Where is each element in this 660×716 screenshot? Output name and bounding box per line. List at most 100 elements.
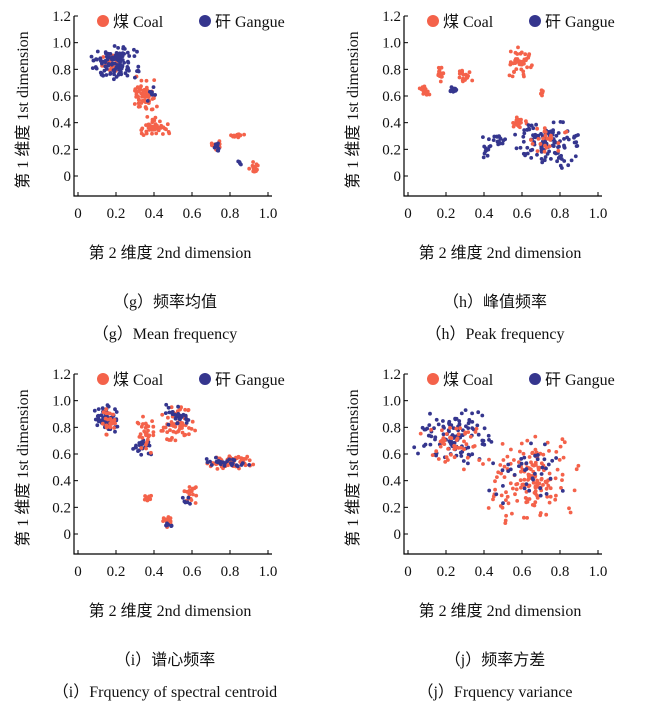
coal-point	[179, 405, 184, 410]
coal-point	[144, 431, 149, 436]
coal-point	[139, 128, 144, 133]
gangue-point	[531, 126, 536, 131]
coal-point	[504, 513, 508, 518]
gangue-point	[426, 433, 431, 438]
coal-point	[155, 104, 159, 109]
gangue-point	[104, 54, 109, 59]
gangue-point	[204, 457, 209, 461]
coal-point	[136, 101, 141, 106]
gangue-point	[539, 472, 544, 476]
coal-point	[491, 497, 495, 502]
coal-point	[530, 451, 535, 456]
gangue-point	[525, 127, 530, 132]
coal-point	[523, 52, 528, 57]
coal-point	[541, 452, 546, 457]
caption-en-h: （h）Peak frequency	[425, 326, 565, 343]
gangue-point	[428, 442, 433, 447]
coal-point	[429, 427, 433, 432]
gangue-point	[457, 419, 462, 423]
coal-point	[519, 67, 524, 72]
coal-point	[113, 421, 117, 426]
coal-point	[502, 475, 507, 479]
coal-point	[150, 120, 155, 125]
coal-point	[158, 119, 162, 124]
coal-point	[103, 416, 108, 421]
legend: 煤 Coal 矸 Gangue	[427, 13, 615, 31]
gangue-point	[441, 432, 446, 437]
gangue-point	[522, 486, 527, 491]
y-tick-label: 1.0	[52, 36, 71, 52]
coal-point	[455, 436, 460, 441]
coal-point	[186, 408, 191, 412]
x-tick-label: 0.4	[475, 564, 494, 580]
coal-point	[138, 432, 143, 437]
gangue-point	[491, 461, 495, 466]
gangue-point	[166, 405, 171, 410]
coal-point	[519, 485, 523, 490]
coal-point	[533, 500, 538, 505]
gangue-point	[476, 410, 481, 415]
y-tick-label: 1.2	[382, 367, 401, 383]
legend-gangue-marker	[199, 15, 211, 27]
x-tick-label: 0.6	[513, 206, 532, 222]
coal-point	[438, 72, 443, 77]
gangue-point	[530, 476, 535, 481]
coal-point	[498, 463, 503, 467]
x-tick-label: 0.2	[107, 206, 126, 222]
coal-point	[495, 475, 499, 479]
coal-point	[522, 515, 526, 520]
coal-point	[104, 425, 109, 430]
coal-point	[242, 132, 247, 137]
gangue-point	[518, 145, 523, 150]
y-tick-label: 0.6	[52, 447, 71, 463]
gangue-point	[466, 461, 470, 466]
x-tick-label: 1.0	[259, 206, 278, 222]
gangue-point	[521, 151, 526, 156]
gangue-point	[434, 417, 439, 422]
coal-point	[515, 499, 520, 503]
coal-point	[443, 460, 448, 464]
gangue-point	[416, 451, 420, 456]
gangue-point	[164, 523, 169, 528]
coal-point	[515, 57, 520, 61]
gangue-point	[175, 421, 180, 426]
coal-point	[150, 131, 154, 136]
coal-point	[501, 458, 506, 462]
gangue-point	[132, 54, 137, 58]
coal-point	[493, 487, 497, 492]
coal-point	[160, 412, 165, 417]
coal-point	[245, 454, 250, 459]
coal-point	[448, 435, 452, 440]
coal-point	[563, 130, 567, 135]
coal-point	[168, 428, 172, 432]
coal-point	[561, 455, 566, 460]
gangue-point	[240, 461, 245, 465]
coal-point	[531, 480, 536, 485]
coal-point	[541, 136, 545, 141]
gangue-point	[549, 157, 553, 161]
caption-cn-h: （h）峰值频率	[442, 294, 547, 311]
coal-point	[549, 136, 554, 141]
y-axis-title: 第 1 维度 1st dimension	[344, 31, 362, 188]
gangue-point	[524, 482, 529, 486]
gangue-point	[113, 61, 117, 66]
coal-point	[442, 442, 447, 446]
coal-point	[448, 426, 452, 430]
gangue-point	[562, 145, 567, 150]
gangue-point	[454, 416, 459, 421]
coal-point	[101, 55, 106, 59]
chart-panel-j: 0 0.2 0.4 0.6 0.8 1.0 1.2 0 0.2 0.4 0.6 0.8 1.0 第 2 维…	[330, 358, 660, 716]
coal-point	[434, 449, 439, 454]
scatter-plot-g: 0 0.2 0.4 0.6 0.8 1.0 1.2 0 0.2 0.4 0.6 0.8 1.0 第 2 维…	[14, 9, 285, 262]
gangue-point	[110, 62, 114, 67]
coal-point	[520, 59, 525, 64]
gangue-point	[526, 123, 531, 127]
y-tick-label: 0.4	[382, 116, 401, 132]
gangue-point	[551, 120, 556, 125]
gangue-point	[136, 64, 141, 69]
x-tick-label: 0.4	[145, 564, 164, 580]
coal-point	[560, 478, 564, 482]
gangue-point	[107, 62, 111, 66]
gangue-point	[225, 459, 230, 464]
coal-point	[134, 95, 139, 99]
